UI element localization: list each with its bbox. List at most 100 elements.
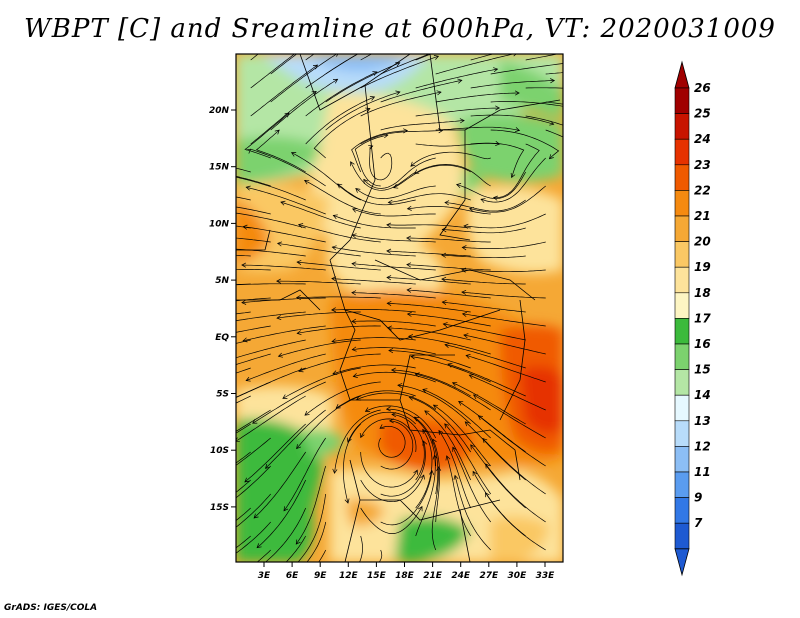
colorbar-label: 9 — [694, 491, 702, 505]
streamline-arrow — [294, 562, 298, 566]
lon-label: 24E — [451, 571, 471, 581]
streamline-arrow — [565, 102, 569, 106]
streamline — [236, 395, 306, 442]
colorbar-swatch — [674, 343, 690, 370]
streamline-arrow — [485, 492, 490, 498]
streamline-arrow — [406, 235, 412, 241]
streamline-arrow — [351, 290, 357, 296]
streamline-arrow — [432, 438, 437, 444]
streamline-arrow — [429, 469, 435, 475]
streamline — [291, 152, 361, 201]
streamline — [473, 394, 546, 439]
streamline — [360, 506, 423, 534]
streamline — [388, 193, 471, 203]
streamline — [456, 171, 527, 199]
streamline — [236, 437, 271, 466]
streamline-arrow — [230, 342, 234, 346]
streamline-arrow — [346, 437, 352, 443]
streamline — [490, 129, 560, 159]
colorbar-swatch — [674, 190, 690, 217]
lat-label: 5S — [216, 390, 229, 400]
streamline — [325, 91, 401, 131]
streamline — [331, 337, 416, 342]
streamline-arrow — [457, 78, 463, 84]
streamline — [297, 325, 381, 334]
streamline — [352, 234, 436, 243]
colorbar-top-cap — [674, 60, 690, 89]
streamline-arrow — [282, 561, 283, 562]
colorbar-swatch — [674, 522, 690, 550]
streamline-arrow — [447, 362, 453, 368]
streamline — [304, 179, 381, 215]
streamline-arrow — [332, 468, 338, 474]
streamline-arrow — [245, 376, 251, 382]
streamline-arrow — [230, 356, 234, 360]
streamline-arrow — [395, 61, 401, 67]
lon-label: 18E — [395, 571, 415, 581]
streamline-arrow — [403, 128, 409, 134]
streamline-arrow — [351, 318, 357, 324]
streamline-arrow — [230, 204, 234, 208]
streamline-arrow — [406, 287, 412, 293]
streamline — [393, 164, 471, 189]
streamline-arrow — [383, 133, 389, 139]
streamline-arrow — [331, 276, 337, 282]
colorbar-swatch — [674, 113, 690, 140]
streamline — [278, 339, 361, 357]
colorbar-swatch — [674, 369, 690, 396]
streamline — [461, 269, 546, 273]
streamline-arrow — [422, 428, 427, 435]
streamline-arrow — [362, 49, 367, 53]
streamline-arrow — [564, 86, 568, 90]
streamline — [380, 441, 426, 497]
streamline — [236, 212, 306, 229]
streamline — [250, 64, 318, 117]
streamline — [244, 423, 306, 483]
streamline-arrow — [407, 334, 414, 340]
streamline-arrow — [565, 124, 570, 128]
streamline — [270, 79, 338, 131]
streamline — [246, 186, 326, 215]
colorbar-swatch — [674, 164, 690, 191]
map-frame — [235, 53, 564, 563]
streamline — [410, 151, 491, 167]
colorbar-swatch — [674, 241, 690, 268]
streamline — [432, 438, 440, 523]
streamline-arrow — [332, 214, 338, 220]
streamline — [378, 425, 406, 458]
streamline-arrow — [296, 330, 302, 336]
streamline-arrow — [298, 367, 304, 373]
streamline — [386, 250, 471, 257]
streamline-arrow — [549, 120, 555, 126]
streamline — [415, 54, 433, 61]
streamline — [444, 423, 491, 495]
streamline — [351, 292, 436, 299]
streamline — [252, 381, 326, 424]
streamline — [446, 455, 472, 537]
colorbar-label: 16 — [694, 337, 711, 351]
colorbar-label: 19 — [694, 260, 711, 274]
colorbar-label: 24 — [694, 132, 711, 146]
streamline — [470, 114, 554, 125]
streamline-arrow — [296, 259, 302, 265]
streamline-arrow — [493, 67, 499, 73]
streamline-arrow — [422, 440, 428, 446]
streamline — [387, 327, 471, 341]
streamline — [270, 54, 338, 103]
streamline — [296, 395, 361, 449]
streamline-arrow — [229, 211, 233, 215]
streamline — [485, 492, 546, 551]
streamline-arrow — [480, 198, 486, 203]
streamline — [441, 278, 526, 285]
streamline — [442, 227, 526, 234]
streamline — [285, 535, 307, 562]
streamline-arrow — [379, 424, 385, 429]
colorbar-label: 12 — [694, 439, 711, 453]
streamline — [386, 408, 437, 467]
colorbar-swatch — [674, 292, 690, 319]
streamline — [297, 493, 327, 562]
streamline-arrow — [277, 352, 283, 358]
streamline-arrow — [548, 154, 554, 160]
streamline — [480, 157, 546, 203]
streamline-arrow — [274, 129, 280, 135]
